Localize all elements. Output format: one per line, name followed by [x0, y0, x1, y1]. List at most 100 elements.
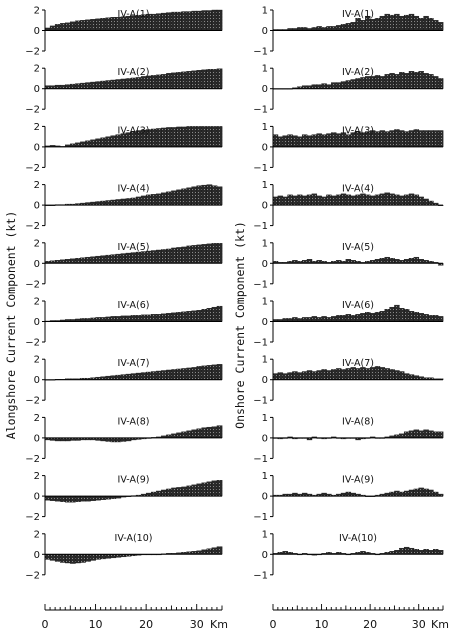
bar — [44, 495, 51, 501]
bar — [161, 370, 167, 380]
bar — [301, 134, 308, 148]
bar — [186, 187, 192, 206]
bar — [130, 252, 137, 264]
bar — [105, 554, 112, 559]
alongshore-x-axis: 0 10 20 30 Km — [42, 604, 228, 631]
bar — [394, 304, 400, 322]
y-tick-label: 0 — [34, 26, 40, 37]
bar — [105, 200, 112, 206]
bar — [181, 431, 187, 439]
bar — [374, 312, 381, 322]
bar — [389, 369, 395, 380]
bar — [287, 372, 293, 380]
y-tick-label: 1 — [262, 180, 268, 191]
bar — [326, 317, 332, 322]
y-tick-label: 2 — [34, 64, 40, 75]
bar — [105, 80, 112, 89]
bar — [85, 495, 91, 502]
bar — [59, 495, 66, 502]
bar — [408, 311, 415, 322]
bar — [115, 134, 122, 148]
bar — [161, 127, 167, 148]
bar — [433, 549, 439, 555]
bar — [145, 371, 152, 380]
alongshore-panel: 2 0 −2 IV-A(4) — [25, 180, 223, 232]
bar — [331, 26, 337, 31]
y-tick-label: 0 — [262, 550, 268, 561]
bar — [130, 373, 137, 380]
bar — [201, 69, 208, 89]
y-tick-label: −1 — [253, 338, 268, 349]
bar — [59, 259, 66, 264]
y-tick-label: 0 — [262, 317, 268, 328]
bar — [437, 22, 444, 31]
bar — [110, 437, 117, 443]
bar — [345, 23, 352, 31]
bar — [306, 259, 313, 264]
bar — [176, 11, 182, 31]
bar — [125, 373, 132, 380]
bar — [428, 130, 434, 148]
bar — [277, 136, 284, 148]
bar — [49, 554, 56, 561]
alongshore-panel: 2 0 −2 IV-A(8) — [25, 413, 223, 465]
bar — [105, 254, 112, 264]
panel-title: IV-A(3) — [118, 125, 150, 136]
bar — [216, 546, 223, 555]
bar — [216, 480, 223, 497]
bar — [100, 80, 107, 89]
bar — [374, 75, 381, 89]
alongshore-panel: 2 0 −2 IV-A(5) — [25, 238, 223, 290]
bar — [100, 137, 107, 148]
bar — [423, 130, 429, 148]
bar — [171, 11, 177, 31]
bar — [413, 72, 420, 89]
bar — [423, 549, 429, 555]
bar — [80, 495, 86, 502]
bar — [110, 17, 117, 31]
bar — [100, 495, 107, 500]
bar — [70, 21, 76, 31]
bar — [70, 554, 76, 564]
bar — [413, 256, 420, 264]
bar — [135, 315, 142, 322]
bar — [206, 426, 213, 439]
y-tick-label: 0 — [262, 142, 268, 153]
bar — [49, 495, 56, 501]
y-tick-label: 2 — [34, 529, 40, 540]
bar — [95, 317, 101, 322]
y-tick-label: 0 — [262, 26, 268, 37]
bar — [345, 491, 352, 497]
bar — [277, 372, 284, 380]
y-tick-label: −2 — [25, 47, 40, 58]
bar — [394, 129, 400, 148]
bar — [350, 195, 356, 206]
bar — [340, 193, 347, 206]
bar — [433, 130, 439, 148]
bar — [418, 430, 424, 439]
bar — [100, 255, 107, 264]
y-tick-label: 2 — [34, 297, 40, 308]
y-tick-label: 0 — [262, 84, 268, 95]
bar — [399, 371, 405, 380]
bar — [437, 78, 444, 89]
bar — [292, 195, 298, 206]
y-tick-label: 0 — [34, 375, 40, 386]
bar — [80, 141, 86, 148]
bar — [399, 195, 405, 206]
bar — [59, 23, 66, 31]
bar — [216, 186, 223, 206]
bar — [156, 370, 162, 380]
bar — [282, 135, 288, 148]
panel-title: IV-A(3) — [342, 125, 374, 136]
bar — [95, 495, 101, 501]
bar — [181, 126, 187, 148]
x-tick-label: 30 — [412, 618, 426, 631]
bar — [110, 554, 117, 559]
bar — [297, 194, 303, 206]
bar — [428, 489, 434, 497]
bar — [384, 368, 390, 380]
bar — [171, 72, 177, 89]
bar — [196, 428, 203, 439]
bar — [428, 550, 434, 555]
